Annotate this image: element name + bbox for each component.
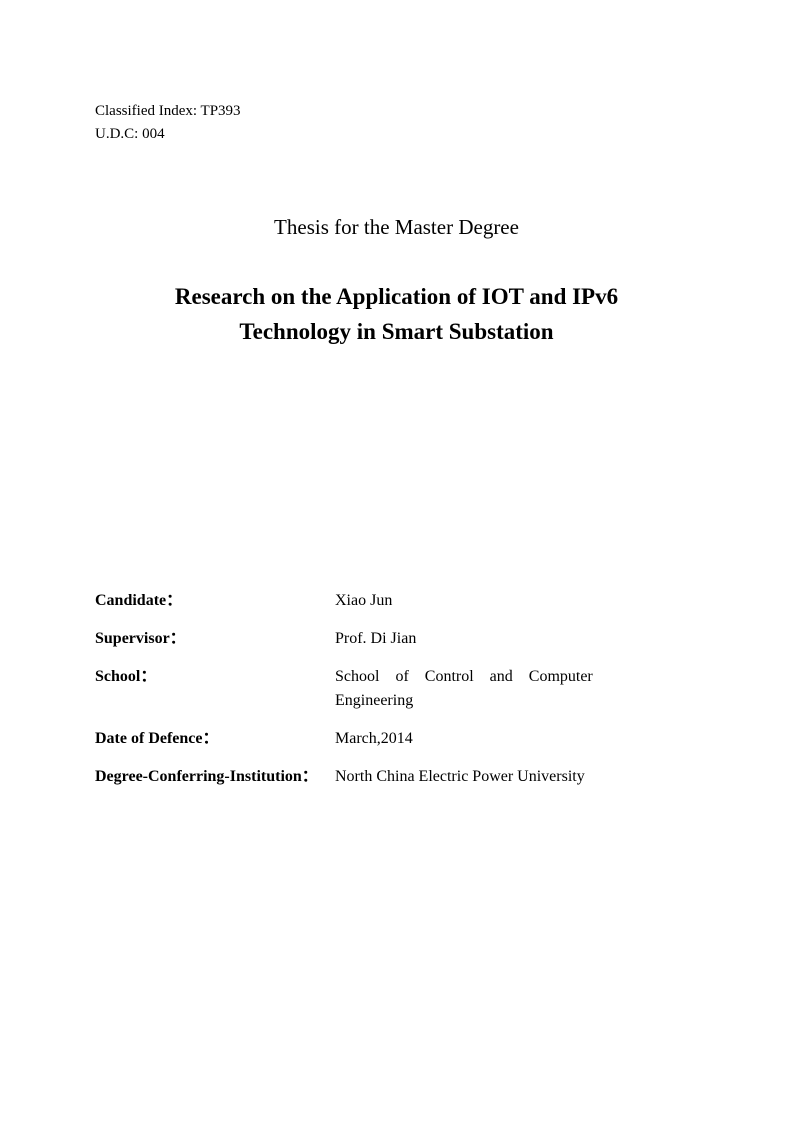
school-value: School of Control and Computer Engineeri… [335, 665, 698, 713]
defence-row: Date of Defence： March,2014 [95, 727, 698, 751]
supervisor-value: Prof. Di Jian [335, 627, 698, 651]
defence-value: March,2014 [335, 727, 698, 751]
institution-row: Degree-Conferring-Institution： North Chi… [95, 765, 698, 789]
thesis-cover-page: Classified Index: TP393 U.D.C: 004 Thesi… [0, 0, 793, 789]
school-row: School： School of Control and Computer E… [95, 665, 698, 713]
header-info: Classified Index: TP393 U.D.C: 004 [95, 100, 698, 145]
info-table: Candidate： Xiao Jun Supervisor： Prof. Di… [95, 589, 698, 789]
institution-label: Degree-Conferring-Institution： [95, 765, 335, 789]
supervisor-row: Supervisor： Prof. Di Jian [95, 627, 698, 651]
udc-code: U.D.C: 004 [95, 123, 698, 146]
degree-title: Thesis for the Master Degree [95, 215, 698, 240]
institution-value: North China Electric Power University [335, 765, 698, 789]
candidate-label: Candidate： [95, 589, 335, 613]
thesis-title-line1: Research on the Application of IOT and I… [95, 280, 698, 315]
defence-label: Date of Defence： [95, 727, 335, 751]
classified-index: Classified Index: TP393 [95, 100, 698, 123]
candidate-value: Xiao Jun [335, 589, 698, 613]
school-value-line1: School of Control and Computer [335, 665, 698, 689]
candidate-row: Candidate： Xiao Jun [95, 589, 698, 613]
supervisor-label: Supervisor： [95, 627, 335, 651]
school-value-line2: Engineering [335, 689, 698, 713]
thesis-title: Research on the Application of IOT and I… [95, 280, 698, 349]
school-label: School： [95, 665, 335, 713]
thesis-title-line2: Technology in Smart Substation [95, 315, 698, 350]
